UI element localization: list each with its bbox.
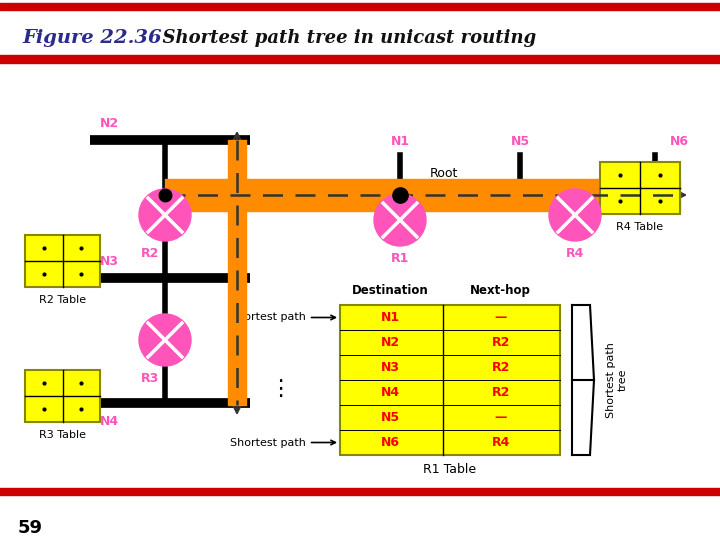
Text: R1 Table: R1 Table xyxy=(423,463,477,476)
Text: Figure 22.36: Figure 22.36 xyxy=(22,29,161,47)
Text: N3: N3 xyxy=(100,255,119,268)
Text: Shortest path
tree: Shortest path tree xyxy=(606,342,628,418)
Text: R2: R2 xyxy=(492,361,510,374)
Text: R1: R1 xyxy=(391,252,409,265)
Text: N3: N3 xyxy=(381,361,400,374)
Text: R4: R4 xyxy=(492,436,510,449)
Bar xyxy=(25,235,100,287)
Circle shape xyxy=(139,314,191,366)
Text: 59: 59 xyxy=(18,519,43,537)
Text: Root: Root xyxy=(430,167,459,180)
Circle shape xyxy=(139,189,191,241)
Text: Destination: Destination xyxy=(352,284,429,297)
Text: —: — xyxy=(495,411,507,424)
Bar xyxy=(25,370,100,422)
Text: Next-hop: Next-hop xyxy=(470,284,531,297)
Text: R2: R2 xyxy=(492,386,510,399)
Text: Shortest path tree in unicast routing: Shortest path tree in unicast routing xyxy=(150,29,536,47)
Circle shape xyxy=(374,194,426,246)
Text: R3 Table: R3 Table xyxy=(39,430,86,440)
Text: N4: N4 xyxy=(100,415,119,428)
Text: Shortest path: Shortest path xyxy=(230,313,336,322)
Circle shape xyxy=(549,189,601,241)
Text: R4 Table: R4 Table xyxy=(616,222,664,232)
Text: R4: R4 xyxy=(566,247,584,260)
Text: R3: R3 xyxy=(141,372,159,385)
Bar xyxy=(600,162,680,214)
Text: N1: N1 xyxy=(390,135,410,148)
Text: R2: R2 xyxy=(492,336,510,349)
Text: R2 Table: R2 Table xyxy=(39,295,86,305)
Text: ⋮: ⋮ xyxy=(269,379,291,399)
Text: N5: N5 xyxy=(381,411,400,424)
Text: N6: N6 xyxy=(381,436,400,449)
Text: N4: N4 xyxy=(381,386,400,399)
Text: N6: N6 xyxy=(670,135,689,148)
Bar xyxy=(340,305,560,455)
Text: Shortest path: Shortest path xyxy=(230,437,336,448)
Text: N2: N2 xyxy=(100,117,119,130)
Text: N2: N2 xyxy=(381,336,400,349)
Text: R2: R2 xyxy=(141,247,159,260)
Text: N1: N1 xyxy=(381,311,400,324)
Text: —: — xyxy=(495,311,507,324)
Text: N5: N5 xyxy=(510,135,530,148)
